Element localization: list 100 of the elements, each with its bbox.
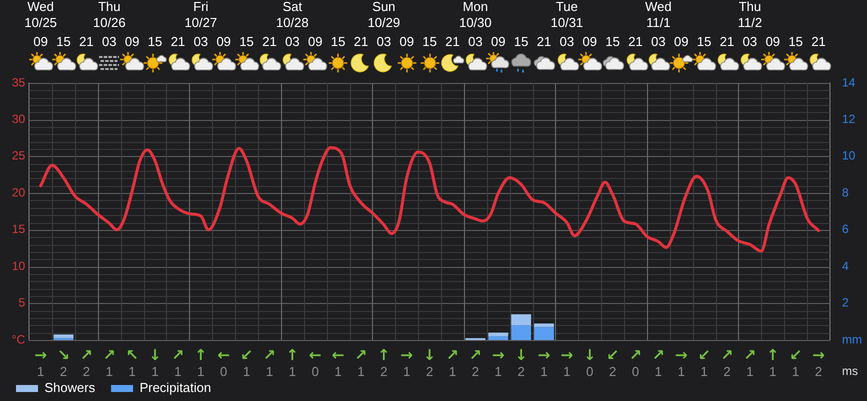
x-tick-label: 09 [33, 34, 48, 49]
category-label: ↙ [606, 346, 619, 364]
bar [534, 327, 554, 340]
x-tick-label: 21 [720, 34, 734, 49]
data-label: 1 [654, 364, 662, 379]
data-label: 2 [380, 364, 388, 379]
x2-tick-label: Fri 10/27 [184, 0, 218, 30]
x-tick-label: 21 [170, 34, 186, 49]
data-label: 1 [37, 364, 44, 379]
y2-tick-label: 10 [842, 148, 856, 163]
x-tick-label: 15 [239, 34, 254, 49]
x-tick-label: 21 [628, 34, 643, 49]
legend-label: Showers [44, 380, 96, 396]
y2-tick-label: 2 [842, 296, 849, 310]
y-tick-label: 20 [12, 185, 26, 200]
category-label: → [492, 346, 505, 364]
category-label: → [538, 346, 550, 364]
category-label: → [560, 346, 574, 364]
x-tick-label: 15 [696, 34, 712, 49]
y-tick-label: 10 [12, 258, 26, 273]
text: ms [842, 364, 858, 378]
y2-tick-label: 8 [842, 185, 849, 200]
data-label: 1 [494, 364, 502, 379]
bar [54, 334, 74, 338]
category-label: ↑ [378, 346, 390, 364]
x-tick-label: 09 [766, 34, 780, 49]
data-label: 1 [288, 364, 296, 379]
bar [534, 323, 554, 328]
x-tick-label: 09 [399, 34, 414, 49]
x-tick-label: 15 [788, 34, 803, 49]
category-label: ↗ [263, 346, 276, 364]
data-label: 1 [197, 364, 204, 379]
x-tick-label: 09 [674, 34, 689, 49]
category-label: ↓ [423, 346, 436, 364]
data-label: 2 [723, 364, 731, 379]
category-label: ↙ [789, 346, 802, 364]
x-tick-label: 21 [536, 34, 552, 49]
x2-tick-label: Wed 11/1 [645, 0, 672, 30]
category-label: ↙ [698, 346, 710, 364]
x2-tick-label: Mon 10/30 [459, 0, 492, 30]
x-tick-label: 21 [445, 34, 460, 49]
x2-tick-label: Sat 10/28 [276, 0, 309, 30]
data-label: 2 [609, 364, 616, 379]
x-tick-label: 03 [742, 34, 758, 49]
category-label: → [812, 346, 825, 364]
data-label: 2 [472, 364, 479, 379]
category-label: ↗ [102, 346, 116, 364]
data-label: 1 [678, 364, 685, 379]
x-tick-label: 21 [79, 34, 94, 49]
bar [511, 314, 532, 326]
category-label: ← [217, 346, 230, 364]
x2-tick-label: Wed 10/25 [24, 0, 57, 30]
data-label: 2 [814, 364, 822, 379]
data-label: 1 [128, 364, 136, 379]
data-label: 1 [106, 364, 113, 379]
y2-tick-label: 4 [842, 258, 849, 273]
category-label: ↑ [194, 346, 208, 364]
x-tick-label: 21 [262, 34, 277, 49]
x-tick-label: 21 [811, 34, 826, 49]
category-label: ← [332, 346, 344, 364]
x-tick-label: 03 [194, 34, 208, 49]
data-label: 2 [426, 364, 434, 379]
category-label: → [674, 346, 688, 364]
data-label: 1 [769, 364, 776, 379]
y-tick-label: °C [12, 332, 26, 346]
x-tick-label: 03 [285, 34, 300, 49]
category-label: ↖ [126, 346, 138, 364]
category-label: ↘ [57, 346, 70, 364]
x-tick-label: 15 [330, 34, 346, 49]
legend-label: Precipitation [140, 380, 212, 396]
y-tick-label: 30 [12, 112, 26, 126]
data-label: 2 [82, 364, 90, 379]
data-label: 2 [60, 364, 68, 379]
x-tick-label: 15 [422, 34, 437, 49]
x-tick-label: 03 [468, 34, 483, 49]
category-label: ↗ [80, 346, 93, 364]
x-tick-label: 15 [148, 34, 162, 49]
x-tick-label: 03 [651, 34, 666, 49]
x-tick-label: 03 [102, 34, 117, 49]
data-label: 1 [448, 364, 456, 379]
category-label: ↙ [240, 346, 253, 364]
category-label: ↗ [446, 346, 459, 364]
bar [511, 325, 532, 340]
data-label: 1 [357, 364, 365, 379]
data-label: 0 [220, 364, 228, 379]
data-label: 1 [242, 364, 250, 379]
y-tick-label: 5 [18, 296, 26, 310]
category-label: ↗ [744, 346, 756, 364]
y2-tick-label: 14 [842, 75, 856, 90]
bar [488, 332, 508, 336]
x2-tick-label: Thu 10/26 [93, 0, 126, 30]
category-label: ↑ [286, 346, 299, 364]
category-label: ↓ [583, 346, 596, 364]
bar [488, 336, 508, 340]
data-label: 2 [517, 364, 525, 379]
data-label: 0 [312, 364, 319, 379]
data-label: 1 [266, 364, 274, 379]
data-label: 1 [746, 364, 754, 379]
data-label: 1 [151, 364, 159, 379]
y2-tick-label: 12 [842, 112, 856, 126]
